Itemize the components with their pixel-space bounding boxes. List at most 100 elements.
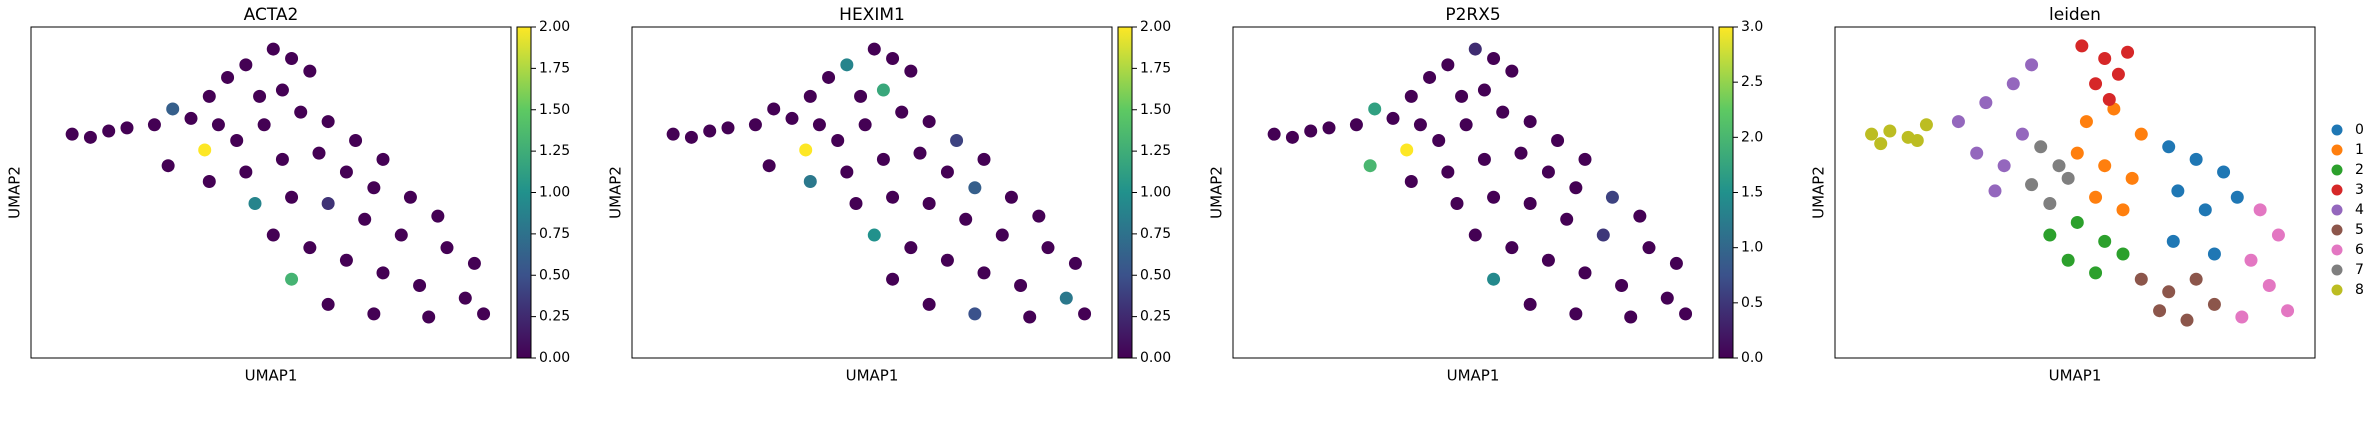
- data-point: [831, 133, 845, 147]
- data-point: [2207, 297, 2221, 311]
- data-point: [2098, 52, 2112, 66]
- data-point: [2034, 140, 2048, 154]
- data-point: [1596, 228, 1610, 242]
- data-point: [803, 89, 817, 103]
- data-point: [2198, 203, 2212, 217]
- data-point: [922, 197, 936, 211]
- data-point: [1014, 278, 1028, 292]
- data-point: [1404, 174, 1418, 188]
- data-point: [440, 241, 454, 255]
- data-point: [1505, 64, 1519, 78]
- data-point: [2189, 152, 2203, 166]
- data-point: [1059, 291, 1073, 305]
- data-point: [1633, 209, 1647, 223]
- legend-label: 1: [2355, 142, 2364, 158]
- data-point: [275, 83, 289, 97]
- legend-marker: [2331, 284, 2343, 296]
- panel-title: leiden: [2049, 5, 2101, 25]
- data-point: [1459, 118, 1473, 132]
- data-point: [458, 291, 472, 305]
- data-point: [184, 111, 198, 125]
- data-point: [977, 152, 991, 166]
- plot-frame: [1834, 26, 2316, 359]
- data-point: [913, 146, 927, 160]
- data-point: [922, 115, 936, 129]
- data-point: [1910, 133, 1924, 147]
- data-point: [968, 307, 982, 321]
- data-point: [2121, 45, 2135, 59]
- data-point: [895, 105, 909, 119]
- x-axis-label: UMAP1: [846, 367, 899, 385]
- data-point: [65, 127, 79, 141]
- data-point: [1642, 241, 1656, 255]
- colorbar-tick-label: 0.25: [539, 309, 570, 325]
- data-point: [2235, 310, 2249, 324]
- data-point: [904, 241, 918, 255]
- data-point: [202, 89, 216, 103]
- data-point: [721, 121, 735, 135]
- colorbar-tick-label: 3.0: [1741, 19, 1763, 35]
- data-point: [431, 209, 445, 223]
- data-point: [83, 130, 97, 144]
- data-point: [266, 228, 280, 242]
- legend-label: 6: [2355, 242, 2364, 258]
- y-axis-label: UMAP2: [6, 166, 24, 219]
- colorbar-tick-label: 2.00: [1140, 19, 1171, 35]
- colorbar-tick-label: 2.0: [1741, 129, 1763, 145]
- data-point: [1615, 278, 1629, 292]
- data-point: [1468, 42, 1482, 56]
- data-point: [922, 297, 936, 311]
- data-point: [886, 52, 900, 66]
- legend-label: 2: [2355, 162, 2364, 178]
- data-point: [303, 241, 317, 255]
- data-point: [161, 159, 175, 173]
- data-point: [2089, 266, 2103, 280]
- data-point: [822, 70, 836, 84]
- data-point: [2102, 93, 2116, 107]
- legend-marker: [2331, 224, 2343, 236]
- data-point: [2162, 140, 2176, 154]
- colorbar-tick-label: 1.75: [1140, 60, 1171, 76]
- data-point: [403, 190, 417, 204]
- data-point: [2153, 304, 2167, 318]
- colorbar-tick-label: 1.75: [539, 60, 570, 76]
- data-point: [1400, 143, 1414, 157]
- colorbar-tick-label: 1.25: [1140, 143, 1171, 159]
- data-point: [1660, 291, 1674, 305]
- data-point: [477, 307, 491, 321]
- data-point: [812, 118, 826, 132]
- data-point: [684, 130, 698, 144]
- panel-title: ACTA2: [244, 5, 299, 25]
- data-point: [666, 127, 680, 141]
- y-axis-label: UMAP2: [1810, 166, 1828, 219]
- data-point: [1679, 307, 1693, 321]
- data-point: [840, 58, 854, 72]
- data-point: [876, 83, 890, 97]
- colorbar-tick-label: 1.50: [539, 102, 570, 118]
- data-point: [221, 70, 235, 84]
- data-point: [785, 111, 799, 125]
- data-point: [367, 307, 381, 321]
- data-point: [1349, 118, 1363, 132]
- data-point: [358, 212, 372, 226]
- data-point: [239, 58, 253, 72]
- data-point: [2271, 228, 2285, 242]
- data-point: [285, 272, 299, 286]
- data-point: [2052, 159, 2066, 173]
- data-point: [2025, 58, 2039, 72]
- colorbar-tick-label: 0.0: [1741, 350, 1763, 366]
- data-point: [2253, 203, 2267, 217]
- data-point: [762, 159, 776, 173]
- data-point: [1041, 241, 1055, 255]
- data-point: [2171, 184, 2185, 198]
- data-point: [2134, 127, 2148, 141]
- colorbar-tick-label: 0.5: [1741, 295, 1763, 311]
- data-point: [285, 52, 299, 66]
- data-point: [959, 212, 973, 226]
- data-point: [1386, 111, 1400, 125]
- colorbar-tick-label: 0.75: [539, 226, 570, 242]
- data-point: [312, 146, 326, 160]
- data-point: [1441, 58, 1455, 72]
- data-point: [995, 228, 1009, 242]
